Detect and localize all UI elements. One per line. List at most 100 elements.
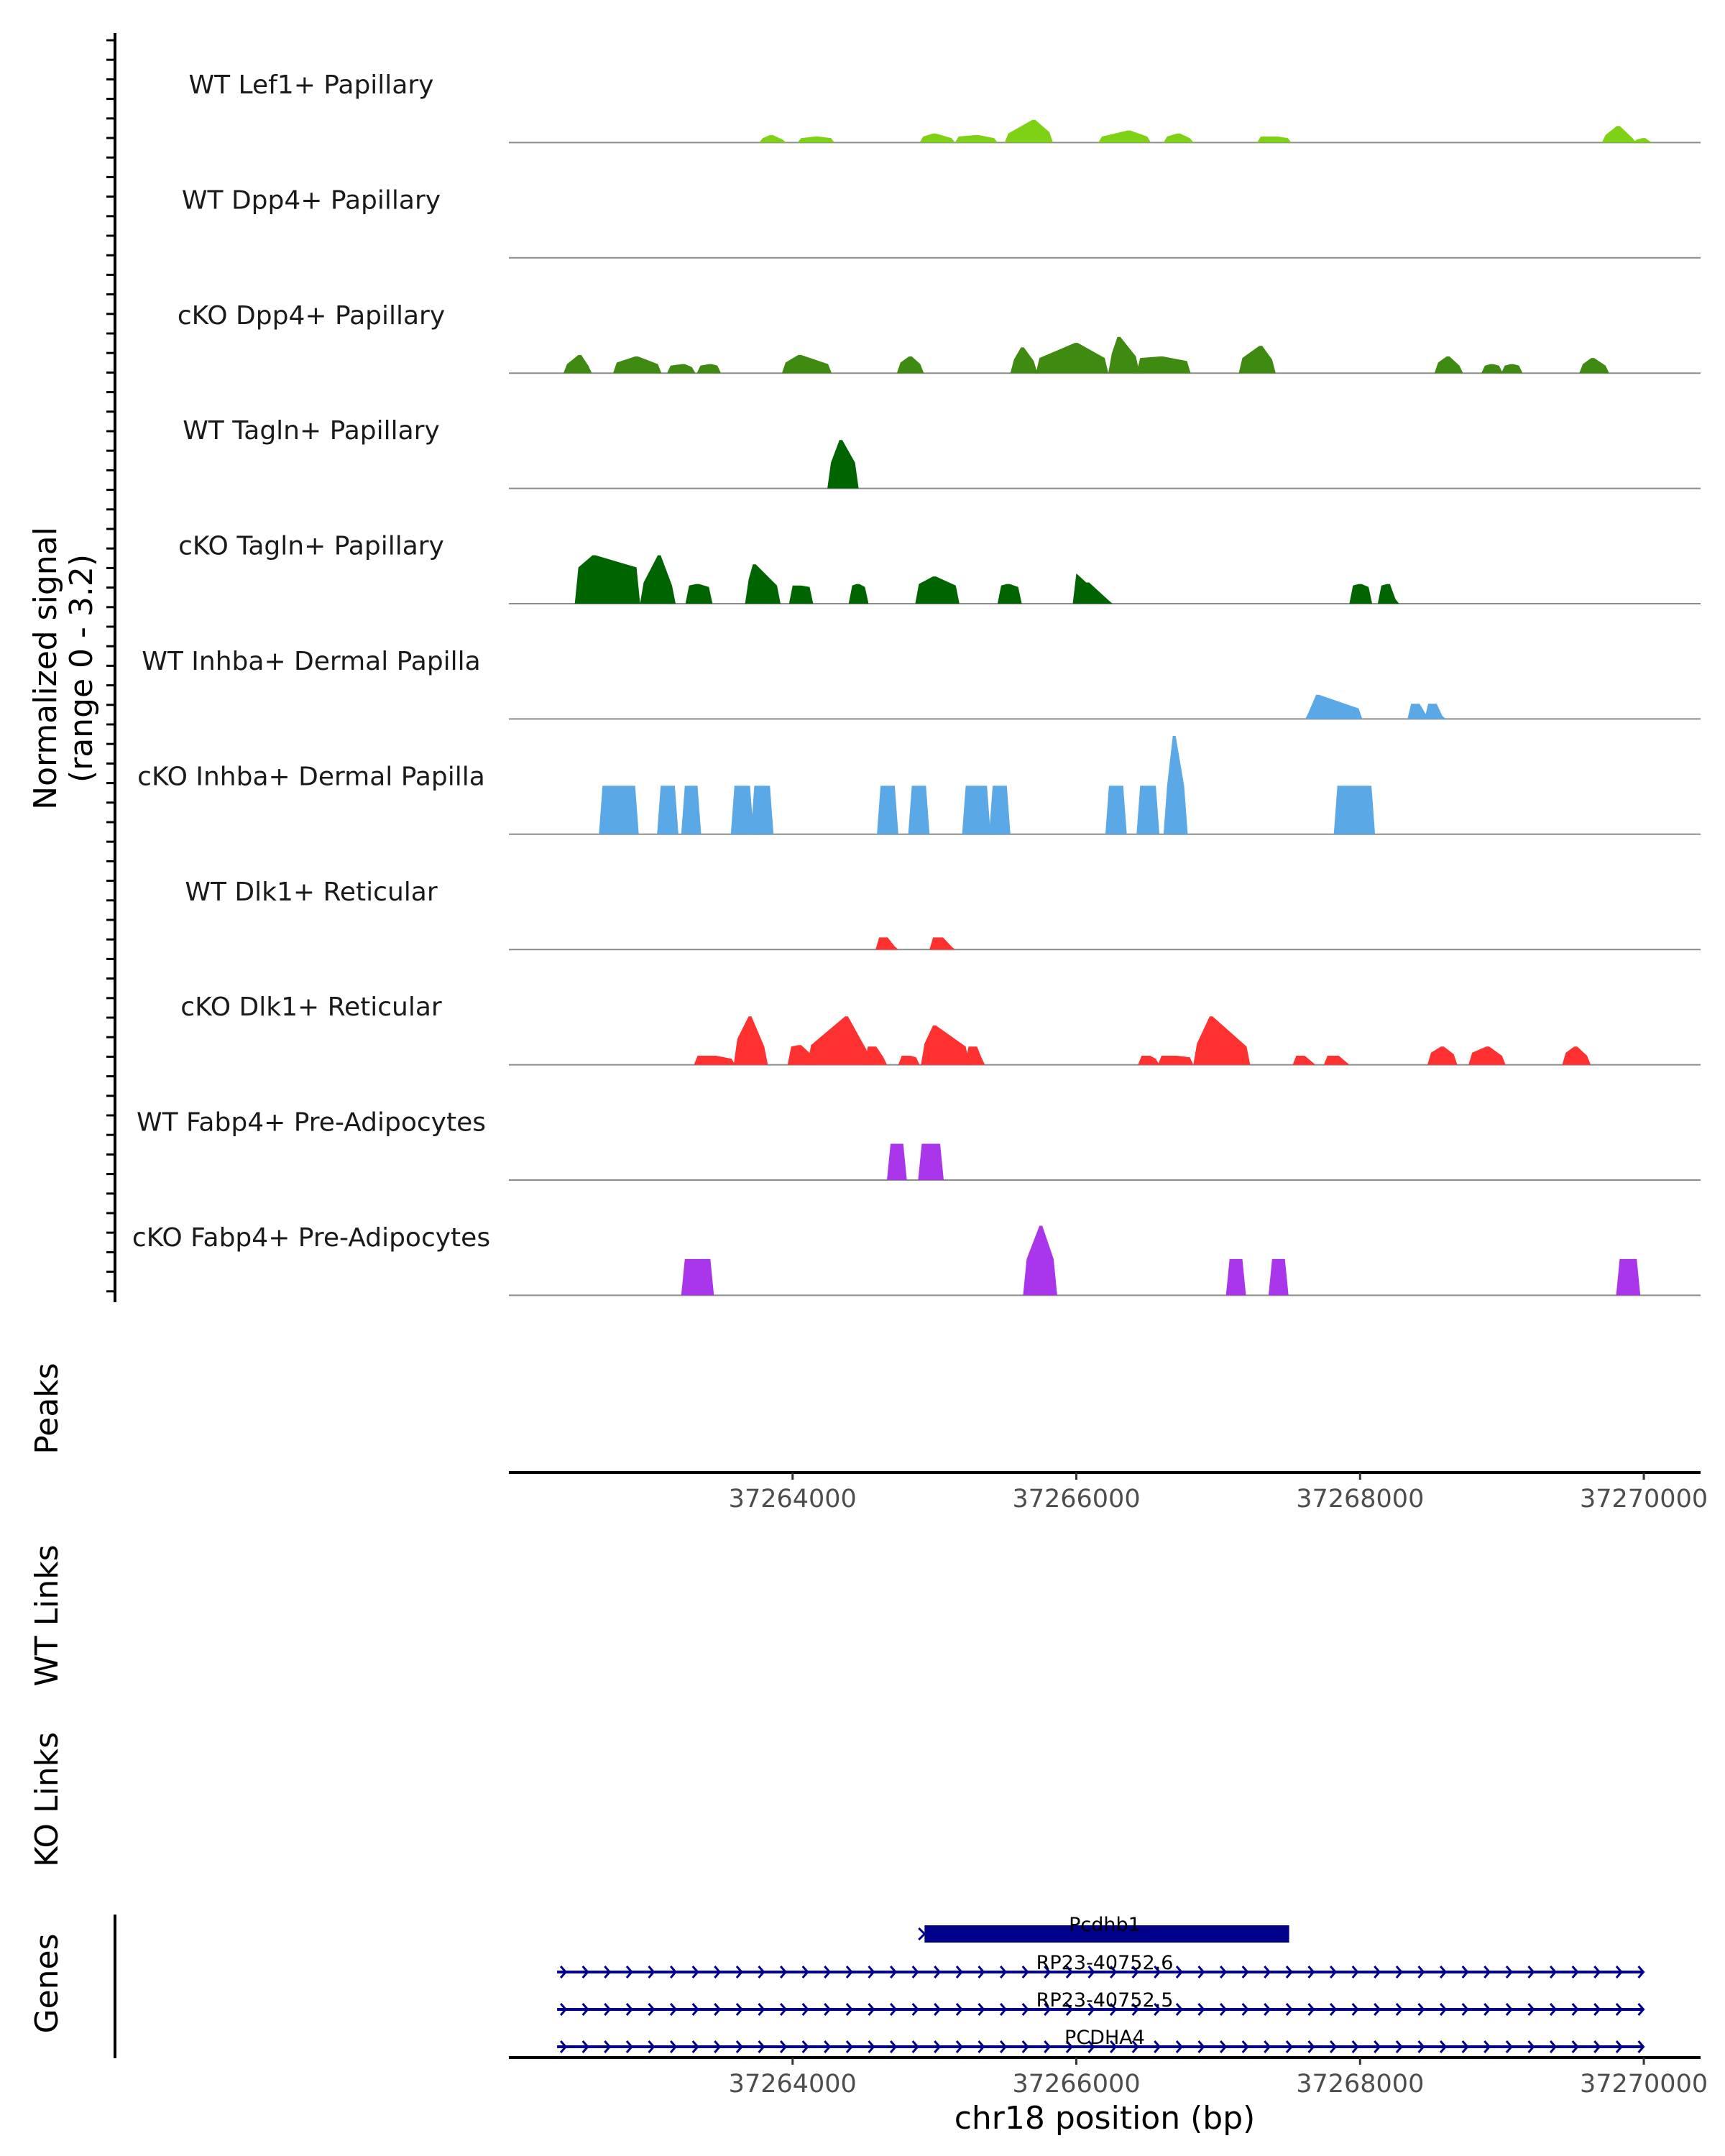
strand-chevron	[604, 1966, 612, 1978]
strand-chevron	[1329, 1966, 1338, 1978]
strand-chevron	[1461, 2003, 1469, 2016]
signal-peak	[877, 786, 898, 834]
track-9: cKO Dlk1+ Reticular	[180, 992, 1701, 1066]
track-1: WT Lef1+ Papillary	[189, 70, 1701, 144]
strand-chevron	[911, 2003, 919, 2016]
ko-links-panel-label: KO Links	[29, 1732, 65, 1867]
strand-chevron	[889, 2040, 898, 2053]
signal-peak	[896, 356, 924, 374]
signal-peak	[1501, 364, 1523, 374]
strand-chevron	[801, 2040, 809, 2053]
strand-chevron	[1154, 2040, 1162, 2053]
signal-peak	[1601, 126, 1637, 143]
track-label: cKO Dpp4+ Papillary	[178, 301, 445, 331]
track-label: WT Lef1+ Papillary	[189, 70, 434, 100]
strand-chevron	[1439, 2040, 1448, 2053]
signal-peak	[685, 584, 713, 604]
gene-3: RP23-40752.5	[557, 1989, 1645, 2016]
strand-chevron	[669, 2040, 678, 2053]
strand-chevron	[691, 2003, 699, 2016]
strand-chevron	[625, 1966, 633, 1978]
signal-peak	[1136, 786, 1160, 834]
strand-chevron	[1044, 1966, 1052, 1978]
strand-chevron	[1241, 2003, 1249, 2016]
signal-peak	[1105, 786, 1127, 834]
strand-chevron	[1571, 1966, 1579, 1978]
signal-peak	[1163, 133, 1194, 143]
strand-chevron	[1175, 2040, 1183, 2053]
genes-x-tick-label: 37266000	[1012, 2070, 1140, 2099]
track-3: cKO Dpp4+ Papillary	[178, 301, 1701, 374]
strand-chevron	[824, 1966, 832, 1978]
signal-peak	[1225, 1258, 1246, 1296]
strand-chevron	[735, 1966, 743, 1978]
strand-chevron	[1395, 2040, 1403, 2053]
signal-peak	[694, 1056, 735, 1065]
strand-chevron	[1219, 2003, 1228, 2016]
strand-chevron	[1044, 2040, 1052, 2053]
strand-chevron	[1615, 2040, 1623, 2053]
track-label: WT Fabp4+ Pre-Adipocytes	[137, 1108, 486, 1138]
strand-chevron	[955, 2040, 963, 2053]
strand-chevron	[911, 2040, 919, 2053]
strand-chevron	[1505, 2003, 1513, 2016]
strand-chevron	[999, 2003, 1008, 2016]
signal-peak	[875, 937, 898, 950]
strand-chevron	[1527, 1966, 1535, 1978]
strand-chevron	[1197, 2003, 1205, 2016]
strand-chevron	[824, 2003, 832, 2016]
strand-chevron	[889, 2003, 898, 2016]
signal-peak	[1163, 736, 1188, 834]
strand-chevron	[1549, 2003, 1558, 2016]
signal-peak	[1036, 343, 1108, 374]
genes-panel-label: Genes	[29, 1933, 65, 2033]
strand-chevron	[604, 2040, 612, 2053]
strand-chevron	[648, 2040, 656, 2053]
strand-chevron	[735, 2003, 743, 2016]
signal-peak	[696, 364, 722, 374]
signal-peak	[1268, 1258, 1289, 1296]
strand-chevron	[1131, 2040, 1139, 2053]
strand-chevron	[581, 2003, 589, 2016]
strand-chevron	[1571, 2003, 1579, 2016]
strand-chevron	[714, 2040, 722, 2053]
strand-chevron	[1527, 2003, 1535, 2016]
signal-peak	[1238, 346, 1276, 374]
strand-chevron	[779, 1966, 788, 1978]
strand-chevron	[1219, 2040, 1228, 2053]
strand-chevron	[1285, 1966, 1293, 1978]
strand-chevron	[625, 2003, 633, 2016]
strand-chevron	[1461, 1966, 1469, 1978]
strand-chevron	[801, 2003, 809, 2016]
strand-chevron	[1087, 1966, 1095, 1978]
strand-chevron	[1087, 2003, 1095, 2016]
strand-chevron	[714, 1966, 722, 1978]
strand-chevron	[648, 2003, 656, 2016]
genes-x-tick-label: 37264000	[729, 2070, 857, 2099]
genes-x-tick-label: 37268000	[1296, 2070, 1424, 2099]
strand-chevron	[1351, 1966, 1359, 1978]
signal-peak	[1323, 1056, 1350, 1065]
signal-peak	[681, 786, 702, 834]
gene-2: RP23-40752.6	[557, 1952, 1645, 1978]
signal-peak	[989, 786, 1011, 834]
signal-peak	[1481, 364, 1503, 374]
strand-chevron	[1109, 2040, 1118, 2053]
signal-peak	[1023, 1225, 1057, 1296]
track-label: WT Tagln+ Papillary	[183, 416, 440, 446]
track-label: cKO Fabp4+ Pre-Adipocytes	[132, 1223, 490, 1253]
strand-chevron	[1329, 2040, 1338, 2053]
strand-chevron	[1264, 2003, 1271, 2016]
strand-chevron	[1264, 2040, 1271, 2053]
strand-chevron	[955, 1966, 963, 1978]
track-label: cKO Tagln+ Papillary	[178, 532, 444, 561]
strand-chevron	[1241, 1966, 1249, 1978]
signal-peak	[1407, 704, 1431, 719]
signal-peak	[919, 133, 955, 143]
strand-chevron	[978, 1966, 985, 1978]
strand-chevron	[1264, 1966, 1271, 1978]
signal-peak	[1158, 1056, 1194, 1065]
signal-peak	[1377, 584, 1399, 604]
strand-chevron	[1417, 2040, 1425, 2053]
signal-peak	[1010, 347, 1038, 374]
